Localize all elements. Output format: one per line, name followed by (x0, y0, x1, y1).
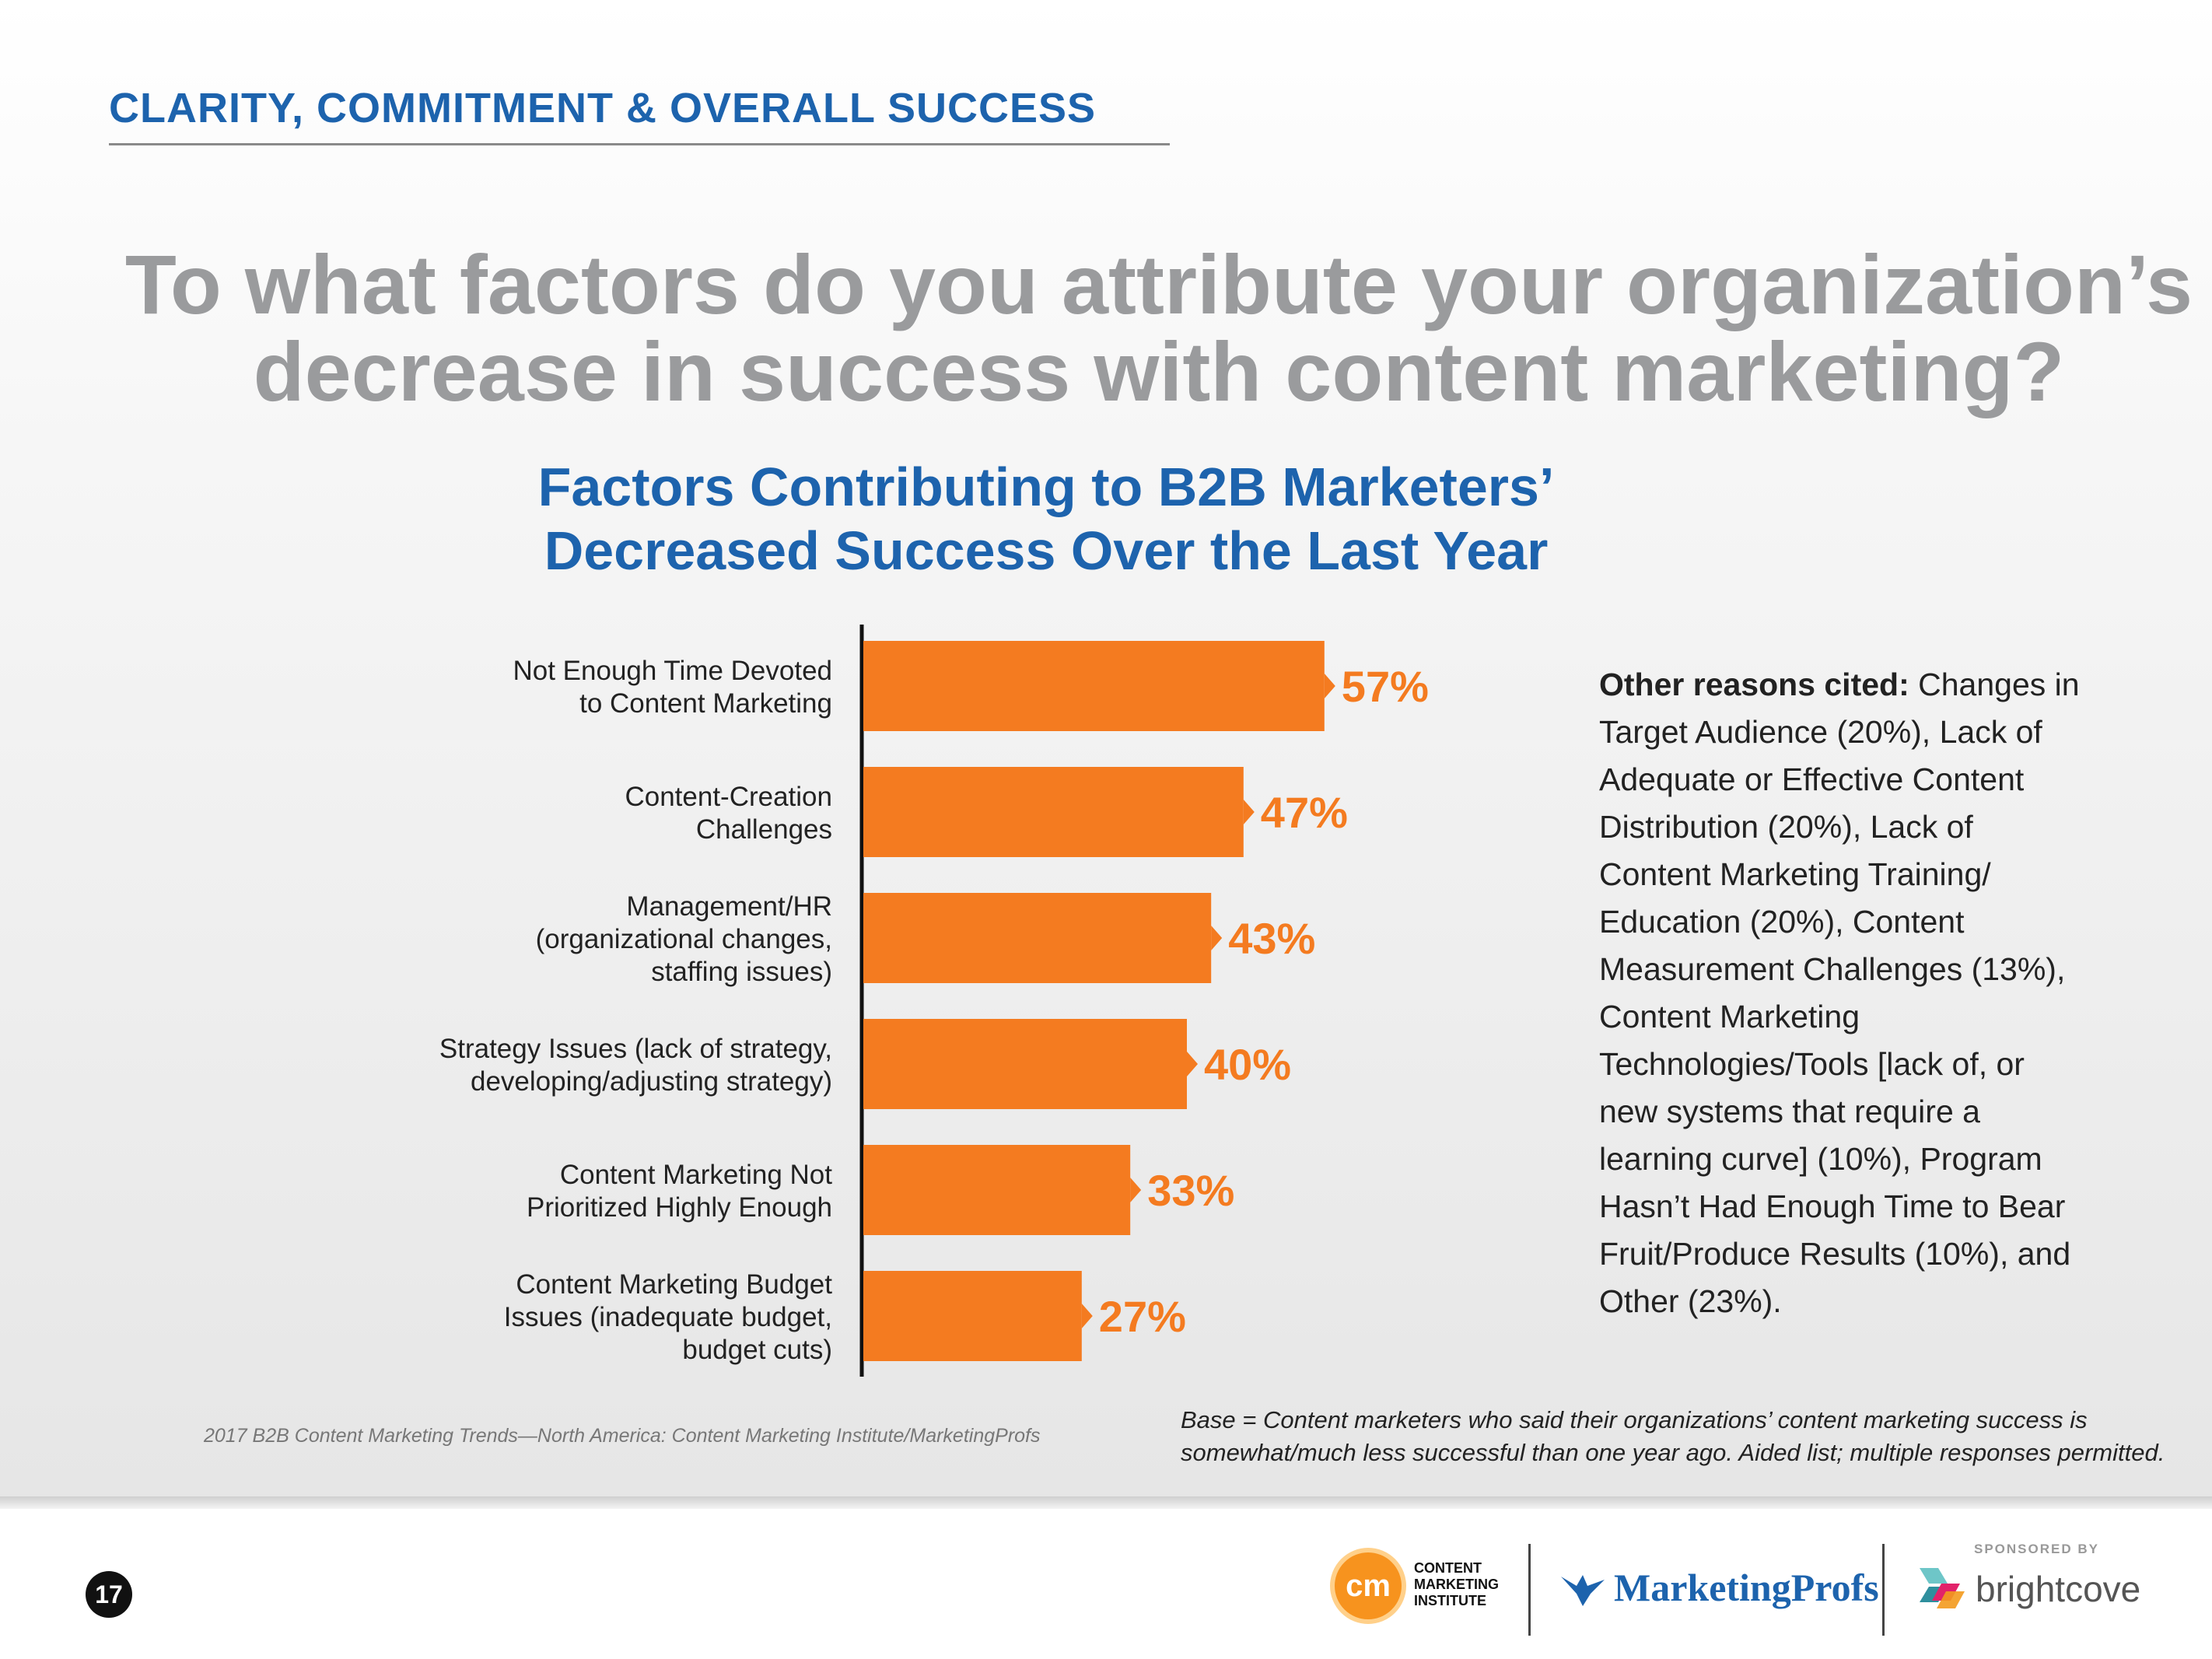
category-label-line: Prioritized Highly Enough (527, 1192, 832, 1223)
sponsored-by-label: SPONSORED BY (1974, 1542, 2099, 1556)
value-label: 27% (1099, 1292, 1186, 1341)
chart-title: Factors Contributing to B2B Marketers’ D… (404, 455, 1688, 583)
section-rule (109, 143, 1170, 145)
category-label-line: staffing issues) (651, 957, 832, 987)
category-label: Content-Creation Challenges (625, 782, 832, 845)
value-label: 40% (1204, 1040, 1291, 1089)
value-label: 33% (1147, 1166, 1234, 1215)
section-title: CLARITY, COMMITMENT & OVERALL SUCCESS (109, 85, 1097, 131)
cmi-line-3: INSTITUTE (1414, 1593, 1486, 1608)
category-label-line: Content Marketing Not (560, 1160, 832, 1190)
category-label-line: Strategy Issues (lack of strategy, (439, 1034, 832, 1064)
cmi-logo-text: CONTENT MARKETING INSTITUTE (1414, 1560, 1523, 1609)
bar-pointer (1243, 800, 1255, 824)
bar (863, 893, 1212, 983)
category-label-line: to Content Marketing (579, 688, 832, 719)
value-label: 47% (1261, 788, 1348, 837)
category-label-line: (organizational changes, (536, 924, 832, 954)
question-heading: To what factors do you attribute your or… (70, 241, 2212, 415)
category-label-line: Challenges (696, 814, 832, 845)
chart-title-line-1: Factors Contributing to B2B Marketers’ (537, 457, 1555, 517)
bar (863, 767, 1244, 857)
brightcove-icon (1920, 1568, 1965, 1608)
category-label: Content Marketing Budget Issues (inadequa… (504, 1269, 833, 1365)
logo-divider (1882, 1544, 1885, 1636)
logo-divider (1528, 1544, 1531, 1636)
source-note: 2017 B2B Content Marketing Trends—North … (204, 1425, 1041, 1447)
bar-pointer (1187, 1052, 1198, 1076)
other-reasons-label: Other reasons cited: (1599, 667, 1909, 702)
category-label-line: Issues (inadequate budget, (504, 1302, 832, 1332)
cmi-line-2: MARKETING (1414, 1577, 1499, 1592)
value-label: 43% (1228, 914, 1315, 963)
chart-title-line-2: Decreased Success Over the Last Year (544, 520, 1549, 581)
category-label: Not Enough Time Devoted to Content Market… (513, 656, 832, 719)
bar (863, 1271, 1082, 1361)
bar (863, 1145, 1131, 1235)
cmi-line-1: CONTENT (1414, 1560, 1482, 1576)
category-label-line: developing/adjusting strategy) (471, 1066, 832, 1097)
bar-pointer (1130, 1178, 1142, 1202)
footer-separator (0, 1496, 2212, 1509)
category-label-line: Content-Creation (625, 782, 832, 812)
cmi-logo-icon: cm (1330, 1548, 1406, 1624)
category-label: Strategy Issues (lack of strategy, develo… (439, 1034, 832, 1097)
category-label-line: Content Marketing Budget (516, 1269, 832, 1300)
bird-icon (1561, 1575, 1605, 1606)
question-line-1: To what factors do you attribute your or… (124, 237, 2193, 331)
marketingprofs-logo: MarketingProfs (1614, 1566, 1879, 1609)
brightcove-logo: brightcove (1976, 1569, 2141, 1609)
question-line-2: decrease in success with content marketi… (253, 324, 2065, 418)
bar-pointer (1324, 674, 1335, 698)
base-note: Base = Content marketers who said their … (1181, 1406, 2165, 1466)
value-label: 57% (1342, 662, 1429, 711)
bar (863, 641, 1325, 731)
category-label-line: Not Enough Time Devoted (513, 656, 832, 686)
category-label-line: budget cuts) (682, 1335, 832, 1365)
bar-pointer (1211, 926, 1223, 950)
bar (863, 1019, 1187, 1109)
other-reasons: Other reasons cited: Changes in Target A… (1599, 661, 2081, 1325)
slide-background (0, 0, 2212, 1501)
category-label: Content Marketing Not Prioritized Highly … (527, 1160, 832, 1223)
bar-pointer (1081, 1304, 1093, 1328)
page-number: 17 (86, 1571, 132, 1618)
bar-chart: 57% Not Enough Time Devoted to Content Mar… (439, 625, 1429, 1377)
other-reasons-text: Changes in Target Audience (20%), Lack o… (1599, 667, 2080, 1319)
category-label: Management/HR (organizational changes, sta… (536, 891, 832, 987)
category-label-line: Management/HR (626, 891, 832, 922)
